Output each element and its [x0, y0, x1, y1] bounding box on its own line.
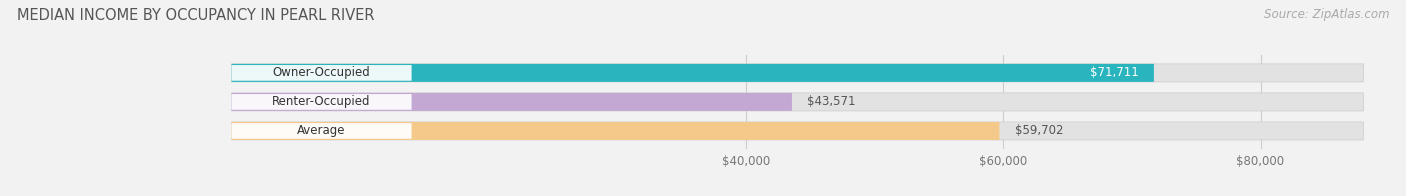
Text: MEDIAN INCOME BY OCCUPANCY IN PEARL RIVER: MEDIAN INCOME BY OCCUPANCY IN PEARL RIVE…: [17, 8, 374, 23]
FancyBboxPatch shape: [232, 122, 1000, 140]
Text: $43,571: $43,571: [807, 95, 856, 108]
Text: Average: Average: [297, 124, 346, 137]
Text: Owner-Occupied: Owner-Occupied: [273, 66, 370, 79]
FancyBboxPatch shape: [232, 64, 1364, 82]
FancyBboxPatch shape: [232, 65, 412, 81]
FancyBboxPatch shape: [232, 123, 412, 139]
FancyBboxPatch shape: [232, 93, 792, 111]
FancyBboxPatch shape: [232, 64, 1154, 82]
FancyBboxPatch shape: [232, 94, 412, 110]
Text: $59,702: $59,702: [1015, 124, 1063, 137]
Text: $71,711: $71,711: [1090, 66, 1139, 79]
Text: Renter-Occupied: Renter-Occupied: [273, 95, 371, 108]
FancyBboxPatch shape: [232, 122, 1364, 140]
Text: Source: ZipAtlas.com: Source: ZipAtlas.com: [1264, 8, 1389, 21]
FancyBboxPatch shape: [232, 93, 1364, 111]
